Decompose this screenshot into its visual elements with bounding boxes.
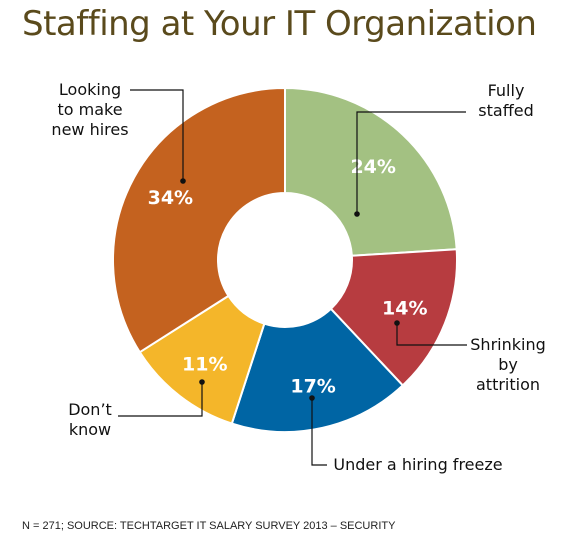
leader-line [396,323,467,346]
slice-category-label: Under a hiring freeze [333,455,502,474]
chart-footnote: N = 271; SOURCE: TECHTARGET IT SALARY SU… [22,520,396,532]
leader-line [356,111,466,214]
slice-value-label: 14% [382,297,427,319]
slice-value-label: 11% [182,353,227,375]
leader-line [118,382,203,417]
slice-category-label: Shrinking by attrition [470,335,545,394]
slice-value-label: 34% [148,187,193,209]
slice-category-label: Don’t know [68,400,112,439]
slice-value-label: 24% [350,156,395,178]
slice-category-label: Fully staffed [478,81,533,120]
leader-dot [309,395,315,401]
slice-value-label: 17% [290,376,335,398]
leader-dot [180,178,186,184]
leader-dot [354,211,360,217]
slice-looking-to-make-new-hires [112,86,286,354]
leader-dot [394,320,400,326]
slice-category-label: Looking to make new hires [51,80,128,139]
slice-under-a-hiring-freeze [230,307,405,433]
leader-line [130,89,184,181]
leader-dot [199,379,205,385]
chart-title: Staffing at Your IT Organization [22,4,537,44]
leader-line [311,398,327,466]
slice-fully-staffed [284,86,458,257]
slice-shrinking-by-attrition [329,248,458,387]
